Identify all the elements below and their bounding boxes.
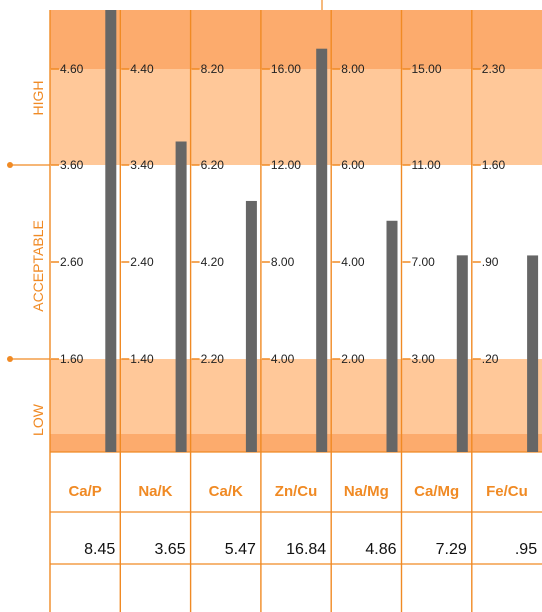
tick-label: 8.00: [271, 255, 295, 269]
tick-label: .20: [482, 352, 499, 366]
bar-na-mg: [386, 220, 398, 452]
tick-label: 2.20: [201, 352, 225, 366]
tick-label: 12.00: [271, 158, 301, 172]
tick-label: 8.00: [341, 62, 365, 76]
tick-label: 4.00: [271, 352, 295, 366]
category-label: Na/Mg: [344, 483, 389, 500]
tick-marks: [51, 68, 481, 360]
tick-label: 7.00: [412, 255, 436, 269]
band-high: [50, 69, 542, 165]
bar-ca-p: [105, 10, 117, 452]
category-label: Ca/Mg: [414, 483, 459, 500]
category-label: Zn/Cu: [275, 483, 318, 500]
band-label-low: LOW: [30, 403, 46, 436]
value-label: .95: [515, 541, 537, 558]
tick-label: 6.20: [201, 158, 225, 172]
band-high-top: [50, 10, 542, 69]
band-label-acceptable: ACCEPTABLE: [30, 220, 46, 312]
bar-ca-k: [245, 200, 257, 452]
bar-na-k: [175, 141, 187, 452]
tick-label: 15.00: [412, 62, 442, 76]
band-low-bottom: [50, 434, 542, 452]
labels: 4.60 3.60 2.60 1.60 Ca/P 8.45 4.40 3.40 2.40 1.40…: [60, 62, 537, 558]
bar-fe-cu: [527, 255, 539, 452]
tick-label: 6.00: [341, 158, 365, 172]
tick-label: 8.20: [201, 62, 225, 76]
bar-ca-mg: [456, 255, 468, 452]
tick-label: .90: [482, 255, 499, 269]
upper-limit-dot: [7, 162, 13, 168]
tick-label: 3.60: [60, 158, 84, 172]
value-label: 5.47: [225, 541, 256, 558]
tick-label: 4.40: [130, 62, 154, 76]
category-label: Na/K: [138, 483, 172, 500]
band-low: [50, 359, 542, 434]
tick-label: 11.00: [412, 158, 441, 172]
bars: [105, 10, 539, 452]
tick-label: 1.40: [130, 352, 154, 366]
tick-label: 4.20: [201, 255, 225, 269]
value-label: 7.29: [436, 541, 467, 558]
tick-label: 3.00: [412, 352, 436, 366]
lower-limit-dot: [7, 356, 13, 362]
tick-label: 16.00: [271, 62, 301, 76]
tick-label: 2.60: [60, 255, 84, 269]
category-label: Ca/K: [209, 483, 243, 500]
tick-label: 2.30: [482, 62, 506, 76]
tick-label: 2.40: [130, 255, 154, 269]
tick-label: 1.60: [482, 158, 506, 172]
value-label: 4.86: [365, 541, 396, 558]
bar-zn-cu: [316, 48, 328, 452]
tick-label: 1.60: [60, 352, 84, 366]
value-label: 16.84: [286, 541, 326, 558]
tick-label: 4.60: [60, 62, 84, 76]
category-label: Fe/Cu: [486, 483, 528, 500]
category-label: Ca/P: [68, 483, 101, 500]
band-backgrounds: [50, 10, 542, 452]
tick-label: 2.00: [341, 352, 365, 366]
column-grid: [7, 0, 542, 612]
value-label: 8.45: [84, 541, 115, 558]
value-label: 3.65: [154, 541, 185, 558]
band-label-high: HIGH: [30, 81, 46, 116]
tick-label: 4.00: [341, 255, 365, 269]
tick-label: 3.40: [130, 158, 154, 172]
